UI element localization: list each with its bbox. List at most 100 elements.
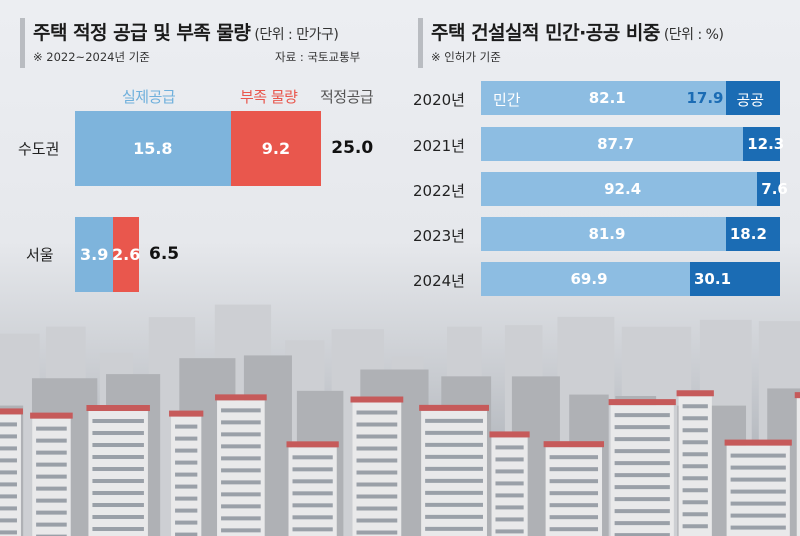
bar-private (481, 127, 744, 161)
right-title: 주택 건설실적 민간·공공 비중 (단위 : %) (431, 18, 724, 45)
windows (730, 513, 786, 518)
windows (92, 491, 144, 496)
windows (614, 497, 670, 502)
windows (221, 444, 261, 449)
roof (215, 394, 267, 401)
left-title: 주택 적정 공급 및 부족 물량 (단위 : 만가구) (33, 18, 339, 45)
windows (682, 524, 708, 529)
windows (221, 504, 261, 509)
windows (175, 484, 198, 489)
windows (0, 482, 17, 487)
windows (495, 493, 524, 498)
bar-public (690, 262, 780, 296)
private-value: 81.9 (588, 225, 626, 243)
windows (92, 443, 144, 448)
windows (549, 527, 599, 532)
windows (682, 500, 708, 505)
windows (92, 455, 144, 460)
bar-private (481, 217, 726, 251)
windows (36, 510, 67, 515)
title-accent (418, 18, 423, 68)
bar-private (481, 81, 727, 115)
windows (175, 532, 198, 536)
windows (36, 498, 67, 503)
windows (92, 431, 144, 436)
windows (495, 481, 524, 486)
windows (221, 420, 261, 425)
private-value: 69.9 (570, 270, 608, 288)
public-value: 30.1 (694, 270, 732, 288)
windows (425, 442, 483, 447)
legend-shortage: 부족 물량 (240, 88, 298, 106)
windows (356, 458, 398, 463)
windows (730, 477, 786, 482)
windows (614, 461, 670, 466)
windows (36, 450, 67, 455)
private-value: 82.1 (588, 89, 626, 107)
windows (549, 491, 599, 496)
windows (175, 496, 198, 501)
windows (730, 525, 786, 530)
year-label: 2022년 (413, 182, 465, 200)
windows (614, 521, 670, 526)
windows (36, 426, 67, 431)
windows (221, 516, 261, 521)
building (610, 405, 674, 536)
title-accent (20, 18, 25, 68)
windows (356, 530, 398, 535)
total-label: 6.5 (149, 244, 180, 264)
year-label: 2024년 (413, 272, 465, 290)
windows (425, 418, 483, 423)
windows (221, 432, 261, 437)
private-value: 92.4 (604, 180, 642, 198)
roof (286, 441, 339, 448)
windows (0, 434, 17, 439)
windows (730, 465, 786, 470)
windows (614, 437, 670, 442)
roof (419, 404, 489, 411)
windows (614, 485, 670, 490)
windows (495, 505, 524, 510)
windows (92, 479, 144, 484)
windows (730, 489, 786, 494)
right-note: ※ 인허가 기준 (431, 50, 501, 64)
windows (682, 416, 708, 421)
windows (0, 446, 17, 451)
windows (682, 476, 708, 481)
windows (356, 518, 398, 523)
year-label: 2020년 (413, 91, 465, 109)
public-value: 12.3 (747, 135, 785, 153)
roof (0, 408, 23, 415)
bar-shortage: 2.6 (112, 217, 140, 292)
building (0, 414, 21, 536)
windows (221, 408, 261, 413)
windows (175, 508, 198, 513)
bar-public (757, 172, 780, 206)
row-label: 서울 (26, 246, 54, 264)
windows (356, 494, 398, 499)
windows (292, 503, 333, 508)
bar-public (725, 217, 780, 251)
building (796, 398, 800, 536)
windows (221, 480, 261, 485)
windows (614, 509, 670, 514)
windows (495, 529, 524, 534)
windows (495, 445, 524, 450)
windows (425, 502, 483, 507)
windows (0, 518, 17, 523)
windows (92, 419, 144, 424)
windows (292, 479, 333, 484)
roof (489, 431, 530, 438)
windows (0, 422, 17, 427)
windows (356, 410, 398, 415)
windows (36, 522, 67, 527)
private-label: 민간 (493, 91, 521, 109)
windows (682, 428, 708, 433)
windows (292, 515, 333, 520)
windows (292, 491, 333, 496)
windows (356, 482, 398, 487)
windows (292, 467, 333, 472)
total-label: 25.0 (331, 138, 374, 158)
bar-private (481, 172, 758, 206)
